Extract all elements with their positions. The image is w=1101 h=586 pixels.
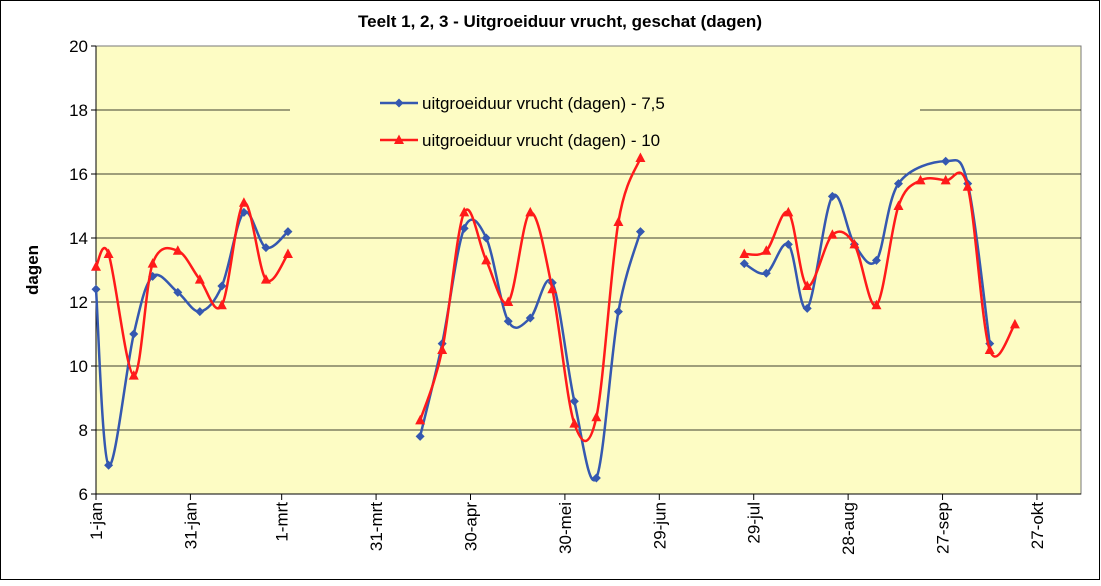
marker — [984, 344, 995, 354]
marker — [591, 473, 601, 483]
y-tick-label: 6 — [79, 485, 88, 504]
series-line — [94, 201, 290, 377]
legend-box — [290, 85, 920, 160]
marker — [104, 460, 114, 470]
marker — [481, 233, 491, 243]
marker — [783, 239, 793, 249]
marker — [415, 414, 426, 425]
marker — [739, 259, 749, 269]
marker — [962, 181, 973, 191]
x-tick-label: 28-aug — [839, 502, 858, 555]
marker — [172, 245, 183, 255]
x-tick-label: 29-jul — [745, 502, 764, 544]
legend-label: uitgroeiduur vrucht (dagen) - 10 — [422, 131, 660, 150]
y-tick-label: 12 — [69, 293, 88, 312]
marker — [1009, 318, 1020, 329]
marker — [217, 281, 227, 291]
marker — [635, 152, 646, 162]
marker — [260, 274, 271, 284]
marker — [783, 206, 794, 217]
marker — [525, 206, 536, 217]
marker — [238, 197, 249, 207]
marker — [481, 254, 492, 265]
marker — [569, 418, 580, 428]
marker — [194, 274, 205, 284]
marker — [282, 248, 293, 258]
series-line — [418, 218, 642, 482]
y-tick-label: 16 — [69, 165, 88, 184]
marker — [503, 296, 514, 306]
marker — [503, 316, 513, 326]
marker — [195, 307, 205, 317]
marker — [459, 223, 469, 233]
y-axis-label: dagen — [23, 245, 42, 295]
y-tick-label: 20 — [69, 37, 88, 56]
marker — [283, 227, 293, 237]
marker — [940, 174, 951, 185]
marker — [635, 227, 645, 237]
y-tick-label: 18 — [69, 101, 88, 120]
marker — [739, 248, 750, 258]
x-tick-label: 31-mrt — [367, 502, 386, 551]
marker — [91, 261, 101, 271]
x-tick-label: 30-apr — [461, 502, 480, 551]
x-tick-label: 29-jun — [650, 502, 669, 549]
marker — [394, 98, 404, 108]
y-tick-label: 10 — [69, 357, 88, 376]
marker — [216, 299, 227, 310]
marker — [91, 284, 101, 294]
x-tick-label: 31-jan — [181, 502, 200, 549]
marker — [613, 307, 623, 317]
marker — [613, 216, 624, 226]
chart-title: Teelt 1, 2, 3 - Uitgroeiduur vrucht, ges… — [358, 12, 762, 31]
y-tick-label: 8 — [79, 421, 88, 440]
marker — [591, 411, 602, 422]
marker — [459, 206, 470, 217]
marker — [569, 396, 579, 406]
marker — [147, 258, 158, 268]
legend-label: uitgroeiduur vrucht (dagen) - 7,5 — [422, 94, 665, 113]
marker — [761, 268, 771, 278]
marker — [849, 238, 860, 249]
marker — [525, 313, 535, 323]
marker — [827, 191, 837, 201]
marker — [893, 200, 904, 210]
marker — [802, 280, 813, 290]
series-line — [744, 171, 1016, 358]
marker — [761, 245, 772, 255]
marker — [915, 174, 926, 185]
marker — [394, 134, 404, 144]
x-tick-label: 27-sep — [934, 502, 953, 554]
x-tick-label: 1-jan — [87, 502, 106, 540]
x-tick-label: 1-mrt — [273, 502, 292, 542]
marker — [173, 287, 183, 297]
x-tick-label: 30-mei — [556, 502, 575, 554]
marker — [871, 299, 882, 310]
marker — [437, 344, 448, 354]
y-tick-label: 14 — [69, 229, 88, 248]
marker — [415, 431, 425, 441]
marker — [261, 243, 271, 253]
marker — [941, 156, 951, 166]
marker — [547, 283, 558, 294]
marker — [827, 229, 838, 239]
marker — [802, 303, 812, 313]
marker — [893, 179, 903, 189]
marker — [103, 248, 114, 258]
x-tick-label: 27-okt — [1028, 502, 1047, 550]
marker — [871, 255, 881, 265]
marker — [128, 370, 139, 380]
marker — [129, 329, 139, 339]
